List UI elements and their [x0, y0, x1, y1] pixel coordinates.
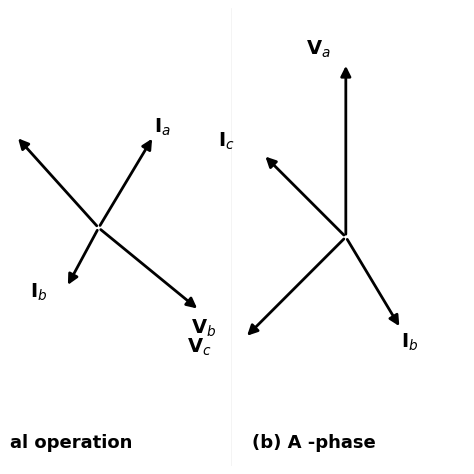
Text: I$_a$: I$_a$ — [154, 117, 171, 138]
Text: (b) A -phase: (b) A -phase — [252, 434, 376, 452]
Text: V$_c$: V$_c$ — [187, 336, 211, 357]
Text: V$_b$: V$_b$ — [191, 318, 217, 339]
Text: I$_c$: I$_c$ — [219, 130, 235, 152]
Text: V$_a$: V$_a$ — [306, 39, 331, 60]
Text: I$_b$: I$_b$ — [401, 332, 419, 353]
Text: I$_b$: I$_b$ — [30, 281, 48, 302]
Text: al operation: al operation — [10, 434, 132, 452]
